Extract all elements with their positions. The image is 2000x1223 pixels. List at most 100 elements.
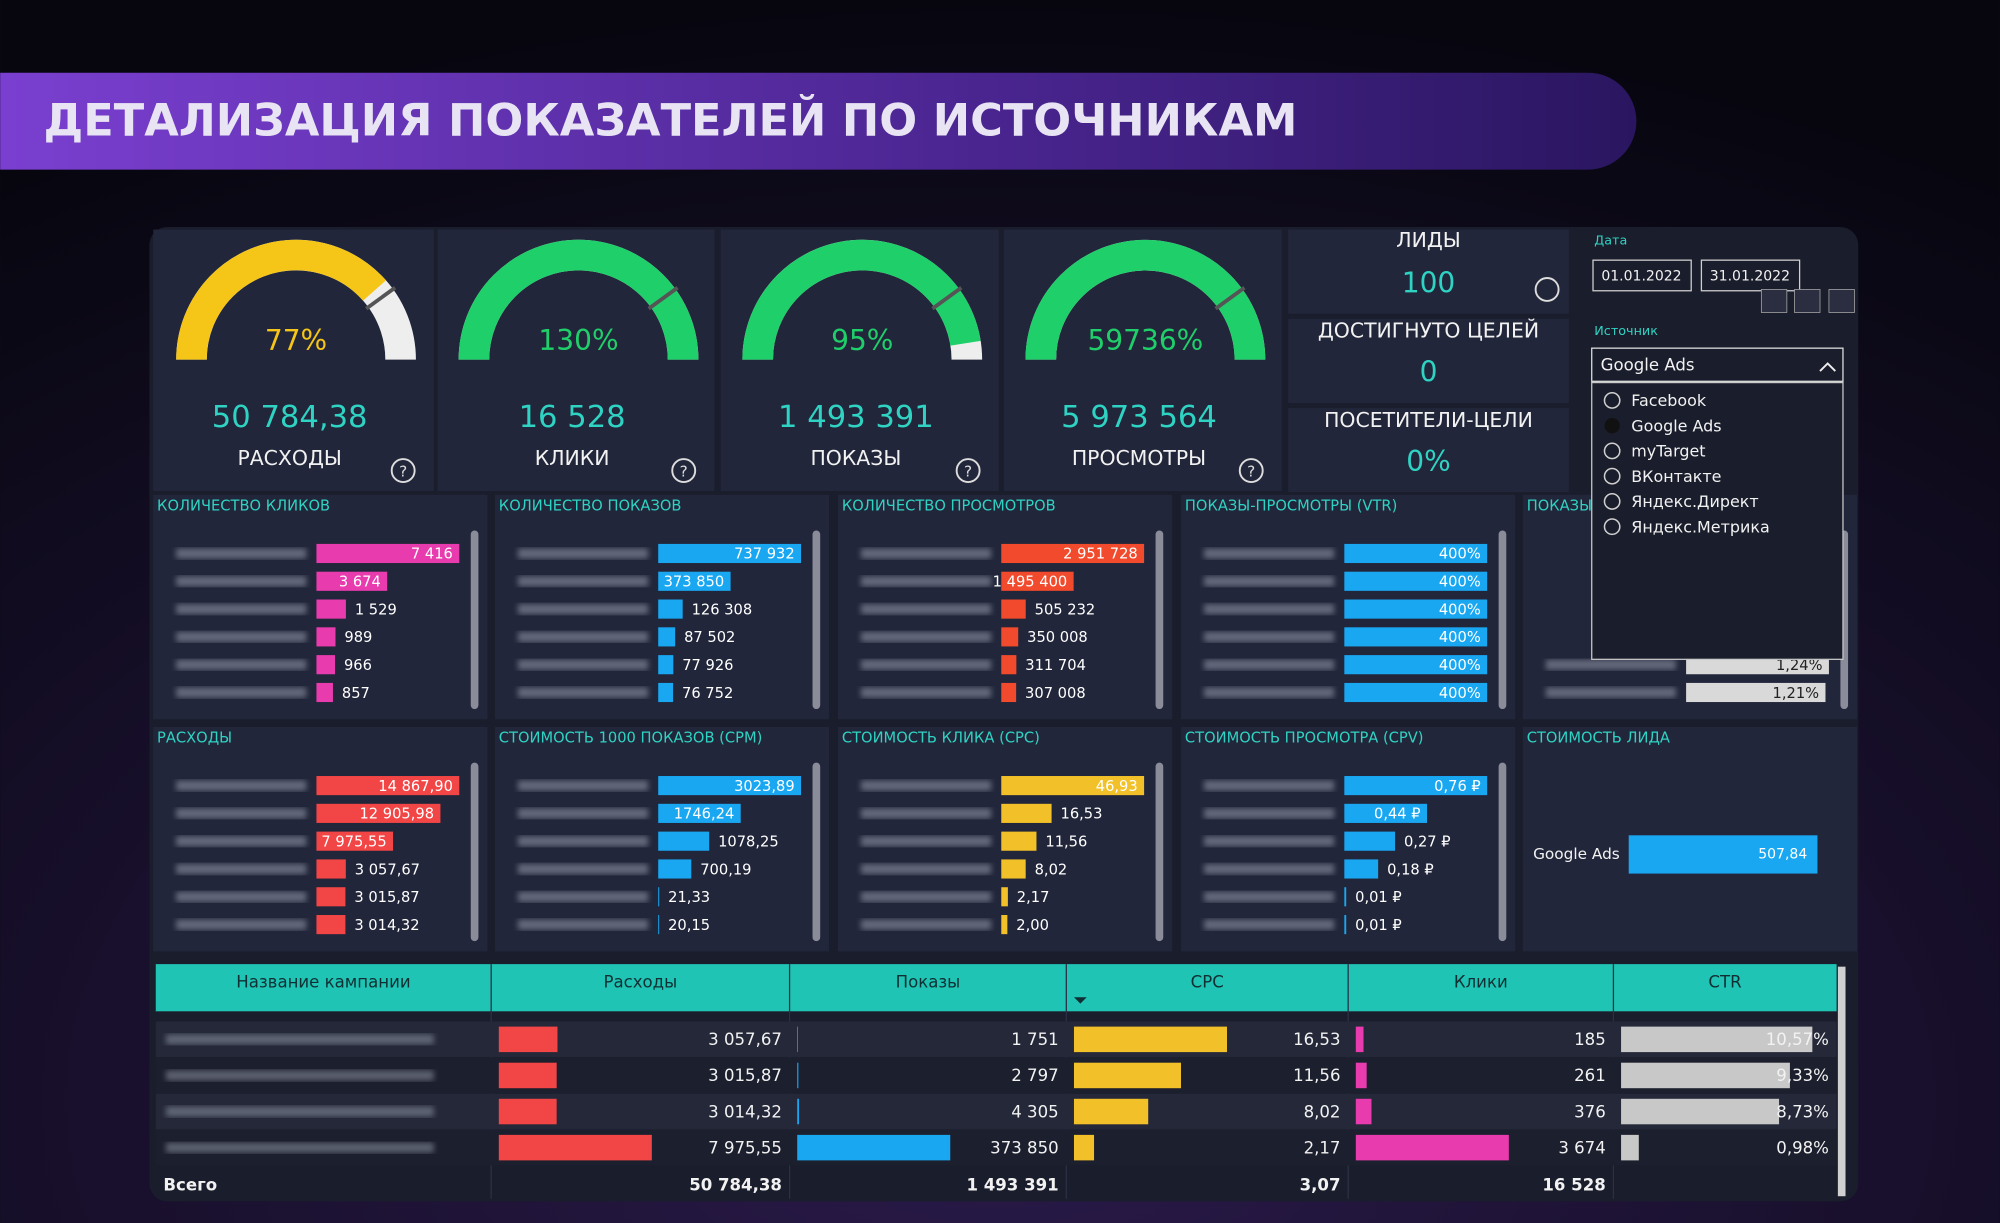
kpi-label: ПОКАЗЫ [810,446,901,470]
blurred-category [860,919,992,930]
column-header[interactable]: Расходы [604,973,678,992]
date-input[interactable] [1592,259,1692,292]
scrollbar [1155,762,1164,942]
bar-value-label: 3 015,87 [354,889,419,906]
radio-button[interactable] [1603,467,1621,485]
bar-value-label: 505 232 [1035,601,1096,618]
blurred-category [860,780,992,791]
cell-value: 3 015,87 [708,1066,782,1085]
kpi-label: РАСХОДЫ [237,446,341,470]
visual-header-icon[interactable] [1794,289,1821,313]
source-option[interactable]: Facebook [1631,391,1707,410]
blurred-category [517,631,649,642]
data-bar [1073,1134,1095,1161]
blurred-category [1204,919,1335,930]
gauge-fill [458,239,699,360]
bar-value-label: 2,00 [1016,917,1049,934]
bar-value-label: 400% [1439,601,1481,618]
bar-value-label: 307 008 [1025,685,1086,702]
source-option[interactable]: Яндекс.Директ [1631,492,1758,511]
radio-button[interactable] [1603,442,1621,460]
radio-button[interactable] [1604,418,1620,434]
radio-button[interactable] [1603,518,1621,536]
cell-value: 261 [1574,1066,1606,1085]
bar-value-label: 1,24% [1776,657,1823,674]
bar [1344,915,1347,935]
kpi-label: ПРОСМОТРЫ [1072,446,1206,470]
blurred-category [1204,780,1335,791]
blurred-category [860,631,992,642]
blurred-category [176,576,307,587]
bar-value-label: 3 014,32 [354,917,419,934]
bar [1344,859,1379,879]
bar-value-label: 966 [344,657,372,674]
source-dropdown[interactable] [1591,347,1844,382]
bar-value-label: 46,93 [1096,778,1138,795]
blurred-category [1204,576,1335,587]
radio-button[interactable] [1603,493,1621,510]
bar [658,776,802,796]
bar [658,682,674,703]
bar [316,627,336,647]
bar [1344,887,1347,907]
data-bar [797,1134,951,1161]
bar [1001,682,1017,703]
kpi-label: КЛИКИ [535,446,610,470]
bar-value-label: 21,33 [668,889,710,906]
radio-button[interactable] [1603,392,1621,409]
source-option[interactable]: Яндекс.Метрика [1631,517,1769,536]
bar-value-label: 737 932 [734,546,795,563]
kpi-tile [1003,229,1282,491]
bar [1001,599,1026,619]
chart-title: РАСХОДЫ [157,729,232,746]
bar-value-label: 0,44 ₽ [1374,806,1421,823]
data-bar [1621,1098,1780,1125]
blurred-category [860,548,992,559]
visual-header-icon[interactable] [1760,289,1788,313]
chart-title: СТОИМОСТЬ ЛИДА [1527,729,1670,746]
column-header[interactable]: CPC [1191,973,1224,992]
bar [1344,627,1488,647]
bar [1344,776,1488,796]
blurred-category [860,808,992,819]
visual-header-icon[interactable] [1828,289,1855,313]
date-input[interactable] [1700,259,1801,292]
total-value: 50 784,38 [689,1176,782,1195]
cell-value: 2 797 [1011,1066,1058,1085]
chart-title: СТОИМОСТЬ ПРОСМОТРА (CPV) [1185,729,1424,746]
total-label: Всего [163,1176,217,1195]
source-option[interactable]: Google Ads [1631,416,1721,435]
column-header[interactable]: Показы [896,973,961,992]
data-bar [1355,1098,1372,1125]
blurred-category [176,808,307,819]
bar-value-label: 400% [1439,657,1481,674]
cell-value: 16,53 [1293,1030,1340,1049]
blurred-category [517,836,649,847]
chart-title: КОЛИЧЕСТВО ПРОСМОТРОВ [842,497,1056,514]
card-tile [1288,408,1569,493]
card-value: 0% [1406,445,1451,478]
bar [1344,543,1488,564]
chart-title: СТОИМОСТЬ КЛИКА (CPC) [842,729,1040,746]
blurred-category [860,603,992,615]
source-option[interactable]: myTarget [1631,442,1705,461]
blurred-category [176,548,307,559]
bar-value-label: 2,17 [1017,889,1050,906]
data-bar [1073,1098,1149,1125]
column-header[interactable]: Клики [1454,973,1508,992]
bar-value-label: 350 008 [1027,629,1088,646]
cell-value: 1 751 [1011,1030,1058,1049]
card-label: ЛИДЫ [1396,228,1461,252]
column-header[interactable]: CTR [1708,973,1742,992]
cell-value: 10,57% [1766,1030,1829,1049]
column-header[interactable]: Название кампании [236,973,410,992]
gauge-label: 59736% [1087,324,1203,357]
bar-value-label: 3 057,67 [355,861,420,878]
bar [658,803,741,823]
bar [316,682,333,703]
table-row [155,1021,1837,1058]
date-value: 31.01.2022 [1710,269,1790,285]
bar [316,543,460,564]
source-option[interactable]: ВКонтакте [1631,467,1721,486]
